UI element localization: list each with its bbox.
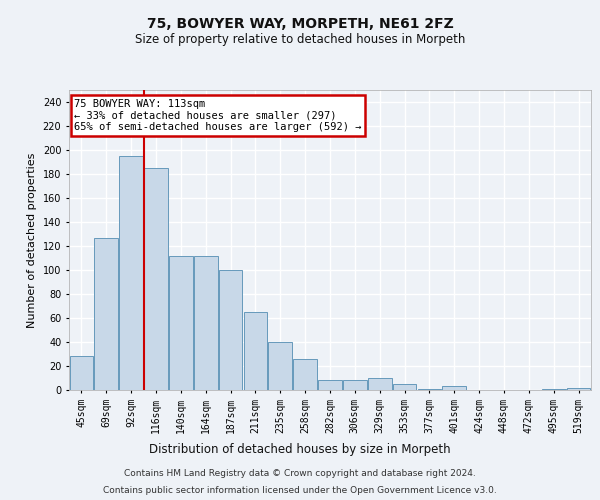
Bar bbox=[442, 386, 466, 390]
Bar bbox=[542, 389, 566, 390]
Bar bbox=[418, 389, 441, 390]
Bar bbox=[144, 168, 168, 390]
Bar bbox=[94, 238, 118, 390]
Bar bbox=[368, 378, 392, 390]
Text: Size of property relative to detached houses in Morpeth: Size of property relative to detached ho… bbox=[135, 32, 465, 46]
Bar bbox=[293, 359, 317, 390]
Bar bbox=[268, 342, 292, 390]
Bar bbox=[119, 156, 143, 390]
Bar bbox=[219, 270, 242, 390]
Bar bbox=[343, 380, 367, 390]
Text: Distribution of detached houses by size in Morpeth: Distribution of detached houses by size … bbox=[149, 442, 451, 456]
Bar bbox=[318, 380, 342, 390]
Bar bbox=[169, 256, 193, 390]
Y-axis label: Number of detached properties: Number of detached properties bbox=[27, 152, 37, 328]
Text: Contains HM Land Registry data © Crown copyright and database right 2024.: Contains HM Land Registry data © Crown c… bbox=[124, 468, 476, 477]
Text: 75 BOWYER WAY: 113sqm
← 33% of detached houses are smaller (297)
65% of semi-det: 75 BOWYER WAY: 113sqm ← 33% of detached … bbox=[74, 99, 362, 132]
Bar bbox=[393, 384, 416, 390]
Bar bbox=[194, 256, 218, 390]
Bar bbox=[567, 388, 590, 390]
Text: 75, BOWYER WAY, MORPETH, NE61 2FZ: 75, BOWYER WAY, MORPETH, NE61 2FZ bbox=[146, 18, 454, 32]
Bar bbox=[70, 356, 93, 390]
Text: Contains public sector information licensed under the Open Government Licence v3: Contains public sector information licen… bbox=[103, 486, 497, 495]
Bar bbox=[244, 312, 267, 390]
